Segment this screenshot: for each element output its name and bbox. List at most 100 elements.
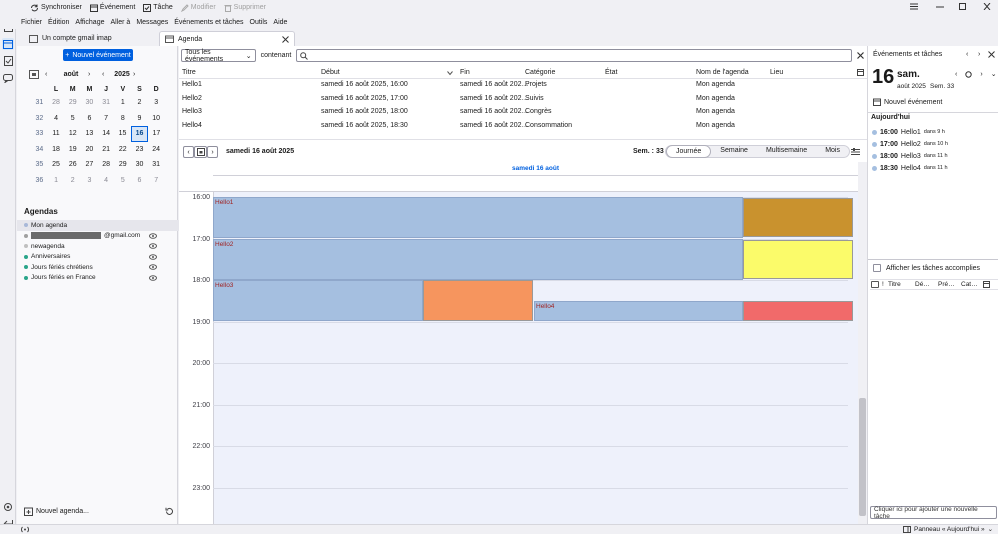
day-cell[interactable]: 26 <box>68 161 77 169</box>
modify-button[interactable]: Modifier <box>180 3 216 12</box>
menu-fichier[interactable]: Fichier <box>21 18 43 26</box>
next-year-icon[interactable]: › <box>133 70 136 78</box>
day-cell[interactable]: 3 <box>87 176 92 184</box>
event-list-row[interactable]: Hello4 samedi 16 août 2025, 18:30 samedi 1… <box>179 120 867 134</box>
day-cell[interactable]: 30 <box>85 99 94 107</box>
next-day-icon[interactable]: › <box>207 146 218 158</box>
collapse-pane-icon[interactable]: ⌄ <box>990 71 997 78</box>
visibility-eye-icon[interactable] <box>149 274 157 281</box>
pane-new-event[interactable]: Nouvel événement <box>873 98 942 106</box>
day-cell[interactable]: 11 <box>52 130 60 138</box>
column-picker-icon[interactable] <box>857 69 864 76</box>
search-field[interactable] <box>296 49 853 62</box>
vertical-scrollbar[interactable] <box>858 162 867 524</box>
task-column-picker-icon[interactable] <box>983 281 990 288</box>
mode-week[interactable]: Semaine <box>720 147 748 154</box>
today-circle-icon[interactable] <box>965 70 973 78</box>
day-cell[interactable]: 5 <box>120 176 125 184</box>
col-calendar[interactable]: Nom de l'agenda <box>696 69 749 76</box>
day-cell[interactable]: 12 <box>68 130 77 138</box>
day-cell[interactable]: 7 <box>154 176 159 184</box>
day-cell[interactable]: 31 <box>102 99 110 107</box>
event-category-color[interactable] <box>743 239 853 279</box>
day-cell[interactable]: 1 <box>120 99 125 107</box>
day-cell[interactable]: 4 <box>54 114 58 122</box>
app-menu-icon[interactable] <box>910 3 918 10</box>
pane-splitter[interactable] <box>868 259 998 260</box>
add-task-input[interactable]: Cliquer ici pour ajouter une nouvelle tâ… <box>870 506 997 520</box>
calendar-item[interactable]: Jours fériés chrétiens <box>24 262 174 273</box>
day-cell[interactable]: 1 <box>54 176 58 184</box>
day-cell[interactable]: 30 <box>135 161 144 169</box>
tasks-icon[interactable] <box>2 55 14 67</box>
visibility-eye-icon[interactable] <box>149 243 157 250</box>
day-cell[interactable]: 28 <box>102 161 110 169</box>
day-cell[interactable]: 7 <box>104 114 109 122</box>
event-list-row[interactable]: Hello2 samedi 16 août 2025, 17:00 samedi 1… <box>179 93 867 107</box>
day-cell[interactable]: 2 <box>70 176 75 184</box>
year-label[interactable]: 2025 <box>114 70 130 78</box>
delete-button[interactable]: Supprimer <box>224 4 266 12</box>
month-label[interactable]: août <box>63 70 79 78</box>
day-cell[interactable]: 28 <box>52 99 60 107</box>
menu-affichage[interactable]: Affichage <box>75 18 105 26</box>
close-window-icon[interactable] <box>983 3 991 10</box>
menu-evenements-taches[interactable]: Événements et tâches <box>174 18 244 26</box>
calendar-item[interactable]: Jours fériés en France <box>24 273 174 284</box>
event-list-row[interactable]: Hello1 samedi 16 août 2025, 16:00 samedi 1… <box>179 79 867 93</box>
show-done-row[interactable]: Afficher les tâches accomplies <box>873 264 980 272</box>
today-calendar-icon[interactable] <box>29 69 39 79</box>
menu-aide[interactable]: Aide <box>273 18 288 26</box>
today-pane-toggle[interactable]: Panneau « Aujourd'hui » ⌄ <box>903 525 993 533</box>
next-day-pane-icon[interactable]: › <box>980 70 983 78</box>
day-cell[interactable]: 17 <box>152 130 161 138</box>
visibility-eye-icon[interactable] <box>149 264 157 271</box>
calendar-item[interactable]: Mon agenda <box>17 220 181 231</box>
day-cell[interactable]: 15 <box>118 130 127 138</box>
visibility-eye-icon[interactable] <box>149 253 157 260</box>
new-event-toolbar-button[interactable]: Événement <box>89 4 135 12</box>
day-cell[interactable]: 8 <box>120 114 125 122</box>
close-pane-icon[interactable] <box>988 51 995 58</box>
new-event-button[interactable]: + Nouvel événement <box>63 49 133 61</box>
scrollbar-thumb[interactable] <box>859 398 866 516</box>
col-category[interactable]: Catégorie <box>525 69 556 76</box>
day-cell[interactable]: 3 <box>154 99 159 107</box>
tab-agenda[interactable]: Agenda <box>159 31 295 46</box>
day-cell[interactable]: 29 <box>68 99 77 107</box>
day-cell[interactable]: 10 <box>152 114 161 122</box>
calendar-item[interactable]: @gmail.com <box>24 231 174 242</box>
day-cell[interactable]: 24 <box>152 145 161 153</box>
event-category-color[interactable] <box>423 280 533 321</box>
next-month-icon[interactable]: › <box>88 70 91 78</box>
prev-pane-icon[interactable]: ‹ <box>966 51 969 58</box>
sync-button[interactable]: Synchroniser <box>30 4 82 12</box>
maximize-icon[interactable] <box>959 3 967 10</box>
day-cell[interactable]: 4 <box>104 176 109 184</box>
today-event-item[interactable]: 18:30 Hello4 dans 11 h <box>872 162 996 174</box>
mode-day[interactable]: Journée <box>666 145 712 158</box>
col-location[interactable]: Lieu <box>770 69 784 76</box>
day-cell[interactable]: 22 <box>118 145 127 153</box>
day-cell[interactable]: 27 <box>85 161 94 169</box>
prev-day-icon[interactable]: ‹ <box>183 146 194 158</box>
minimize-icon[interactable] <box>936 3 944 10</box>
event-box[interactable]: Hello3 <box>213 280 423 321</box>
task-done-col-icon[interactable] <box>871 281 879 288</box>
day-cell[interactable]: 5 <box>70 114 75 122</box>
menu-messages[interactable]: Messages <box>136 18 169 26</box>
new-agenda-row[interactable]: Nouvel agenda... <box>24 507 174 516</box>
event-category-color[interactable] <box>743 198 853 237</box>
day-cell[interactable]: 18 <box>52 145 60 153</box>
next-pane-icon[interactable]: › <box>978 51 981 58</box>
day-cell[interactable]: 9 <box>137 114 142 122</box>
day-cell[interactable]: 13 <box>85 130 94 138</box>
event-box[interactable]: Hello2 <box>213 238 743 280</box>
event-box[interactable]: Hello4 <box>534 300 743 321</box>
chat-icon[interactable] <box>2 72 14 84</box>
all-day-row[interactable] <box>179 176 858 192</box>
day-cell[interactable]: 19 <box>68 145 77 153</box>
filter-select[interactable]: Tous les événements ⌄ <box>181 49 256 63</box>
day-cell[interactable]: 2 <box>137 99 142 107</box>
tab-mail[interactable]: Un compte gmail imap <box>24 31 164 46</box>
